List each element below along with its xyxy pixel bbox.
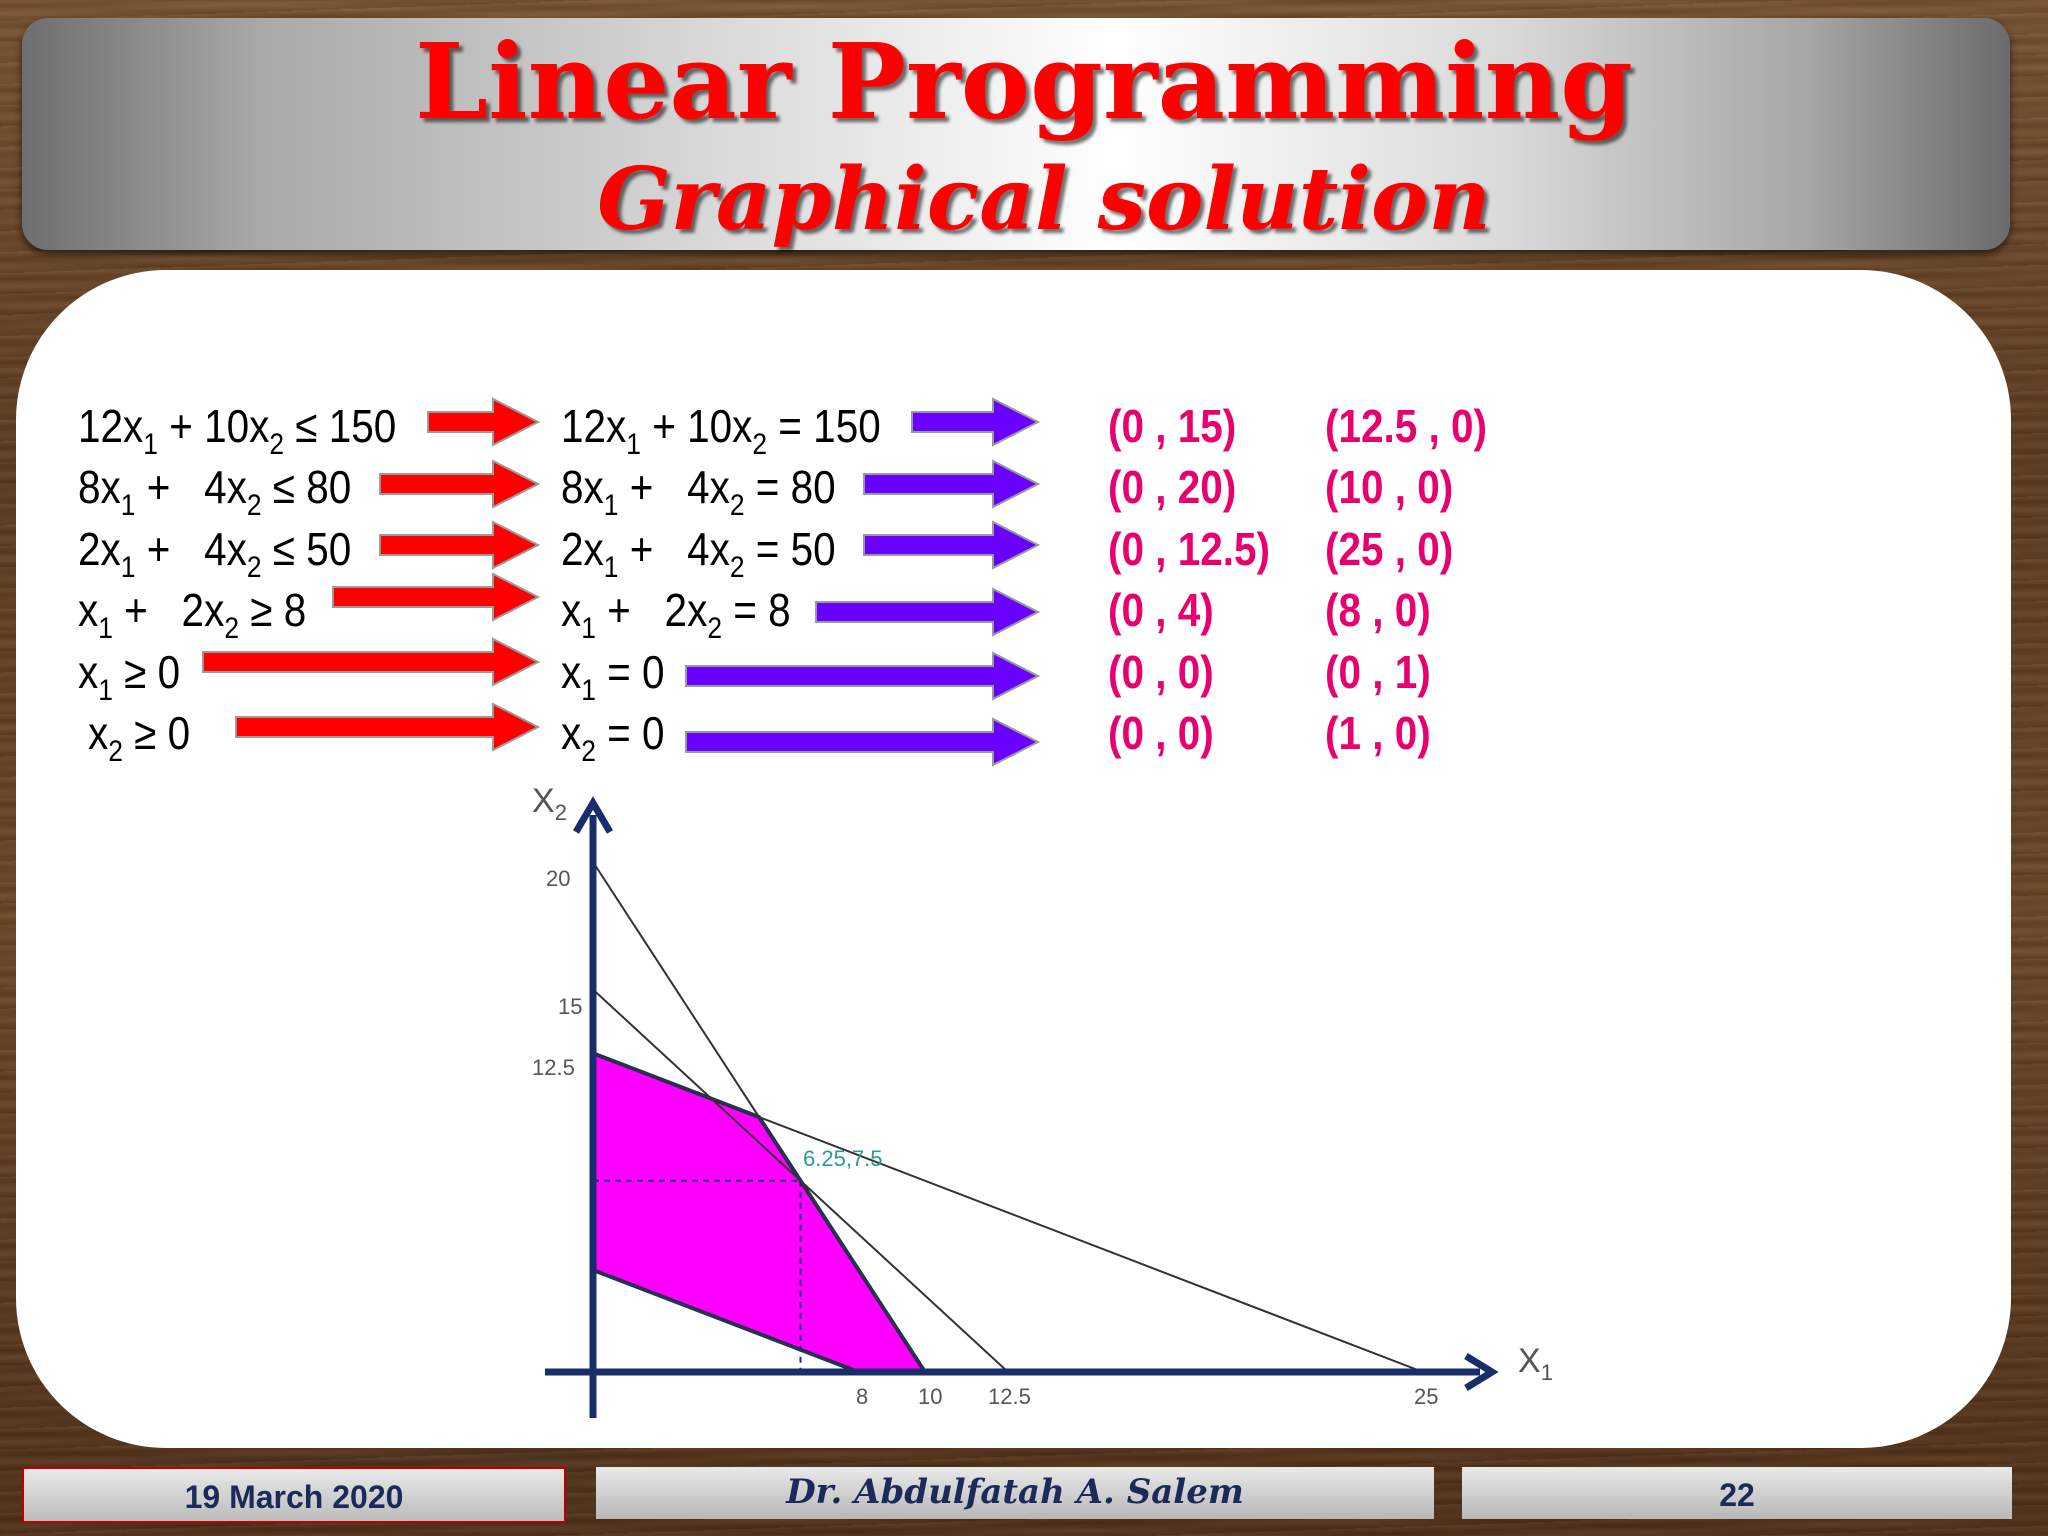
blue-arrow-2 — [863, 459, 1041, 509]
y-tick-20: 20 — [546, 866, 570, 891]
point-x1-intercept-4: (8 , 0) — [1325, 584, 1431, 636]
slide-subtitle: Graphical solution — [597, 149, 1491, 250]
point-x1-intercept-3: (25 , 0) — [1325, 523, 1454, 575]
equation-2: 8x1 + 4x2 = 80 — [561, 461, 836, 522]
equation-5: x1 = 0 — [561, 646, 665, 707]
footer-page-number: 22 — [1462, 1467, 2012, 1519]
point-x2-intercept-5: (0 , 0) — [1108, 646, 1214, 698]
equation-4: x1 + 2x2 = 8 — [561, 584, 791, 645]
footer-author: Dr. Abdulfatah A. Salem — [596, 1467, 1434, 1519]
x-tick-8: 8 — [856, 1384, 868, 1409]
point-x1-intercept-6: (1 , 0) — [1325, 707, 1431, 759]
red-arrow-1 — [427, 397, 541, 447]
point-x1-intercept-1: (12.5 , 0) — [1325, 400, 1488, 452]
footer-date: 19 March 2020 — [22, 1467, 566, 1523]
point-x2-intercept-1: (0 , 15) — [1108, 400, 1237, 452]
inequality-4: x1 + 2x2 ≥ 8 — [78, 584, 307, 645]
inequality-1: 12x1 + 10x2 ≤ 150 — [78, 400, 397, 461]
constraint-line-3 — [592, 1052, 1424, 1373]
red-arrow-4 — [332, 572, 541, 622]
red-arrow-6 — [235, 702, 541, 752]
x2-axis-label: X2 — [532, 782, 567, 825]
blue-arrow-6 — [685, 717, 1041, 767]
point-x2-intercept-3: (0 , 12.5) — [1108, 523, 1271, 575]
y-tick-12-5: 12.5 — [532, 1055, 575, 1080]
x-tick-25: 25 — [1414, 1384, 1438, 1409]
blue-arrow-1 — [911, 397, 1041, 447]
blue-arrow-3 — [863, 520, 1041, 570]
inequality-6: x2 ≥ 0 — [88, 707, 191, 768]
red-arrow-3 — [379, 520, 541, 570]
point-x1-intercept-2: (10 , 0) — [1325, 461, 1454, 513]
point-x2-intercept-6: (0 , 0) — [1108, 707, 1214, 759]
x-tick-10: 10 — [918, 1384, 942, 1409]
blue-arrow-5 — [685, 651, 1041, 701]
optimum-label: 6.25,7.5 — [803, 1146, 883, 1171]
arrows-layer — [202, 397, 1041, 767]
y-tick-15: 15 — [558, 994, 582, 1019]
equation-1: 12x1 + 10x2 = 150 — [561, 400, 881, 461]
inequality-2: 8x1 + 4x2 ≤ 80 — [78, 461, 352, 522]
x1-axis-arrowhead — [1464, 1353, 1499, 1391]
inequality-3: 2x1 + 4x2 ≤ 50 — [78, 523, 352, 584]
equation-3: 2x1 + 4x2 = 50 — [561, 523, 836, 584]
title-bar — [22, 18, 2010, 250]
red-arrow-5 — [202, 637, 541, 687]
content-panel — [16, 270, 2011, 1448]
feasible-region — [591, 1050, 929, 1374]
red-arrow-2 — [379, 459, 541, 509]
point-x1-intercept-5: (0 , 1) — [1325, 646, 1431, 698]
constraint-line-4 — [592, 1269, 859, 1373]
x2-axis-arrowhead — [572, 796, 614, 834]
slide-title: Linear Programming — [415, 20, 1633, 143]
x1-axis-label: X1 — [1518, 1342, 1553, 1385]
point-x2-intercept-2: (0 , 20) — [1108, 461, 1237, 513]
inequality-5: x1 ≥ 0 — [78, 646, 181, 707]
blue-arrow-4 — [815, 587, 1041, 637]
x-tick-12-5: 12.5 — [988, 1384, 1031, 1409]
point-x2-intercept-4: (0 , 4) — [1108, 584, 1214, 636]
equation-6: x2 = 0 — [561, 707, 665, 768]
